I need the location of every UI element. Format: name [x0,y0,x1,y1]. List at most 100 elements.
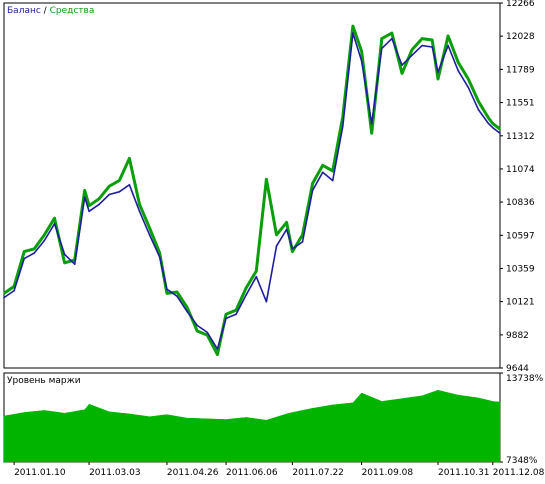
balance-series-line-point [63,253,66,256]
balance-series-line-point [33,252,36,254]
equity-series-line-point [401,72,403,75]
equity-series-line-point [23,250,26,253]
y-tick-label: 11551 [506,99,535,109]
balance-series-line-point [331,179,334,182]
equity-series-line-point [499,128,501,130]
equity-series-line-point [457,61,460,64]
balance-series-line-point [342,125,344,128]
balance-series-line-point [401,64,403,66]
equity-series-line-point [176,291,178,293]
balance-series-line-point [108,193,111,196]
legend-equity-label: Средства [49,6,95,16]
equity-series-line-point [245,287,247,289]
equity-series-line-point [3,292,5,295]
balance-series-line-point [457,69,460,72]
balance-series-line-point [301,241,304,243]
y-tick-label: 10836 [506,198,535,208]
balance-series-line-point [176,295,178,298]
equity-series-line-point [63,262,66,264]
balance-series-line-point [421,44,423,47]
equity-series-line-point [206,334,209,336]
balance-series-line-point [437,71,439,73]
equity-series-line [3,24,501,357]
equity-series-line-point [352,25,354,27]
equity-series-line-point [265,178,268,180]
y-tick-label: 11312 [506,132,535,142]
y-tick-label: 10121 [506,298,535,308]
equity-series-line-point [411,49,413,51]
equity-series-line-point [83,189,86,192]
balance-series-line-point [499,132,501,135]
balance-series-line-point [477,108,480,111]
balance-series-line-point [255,275,258,278]
equity-series-line-point [98,197,100,200]
equity-series-line-point [467,78,470,80]
y-tick-label: 9644 [506,364,529,374]
equity-series-line-point [381,37,383,40]
balance-series-line-point [291,248,294,250]
equity-series-line-point [53,217,56,219]
equity-series-line-point [285,221,288,224]
balance-series-line-point [3,296,5,299]
margin-y-tick-label: 7348% [506,456,538,466]
legend-separator: / [43,6,47,16]
y-tick-label: 9882 [506,331,529,341]
equity-series-line-point [33,248,36,250]
equity-series-line-point [331,170,334,172]
equity-series-line-point [166,292,168,295]
equity-series-line-point [255,270,258,272]
balance-series-line-point [83,196,86,199]
balance-series-line-point [23,257,26,260]
balance-series-line-point [216,348,219,350]
equity-series-line-point [275,234,278,236]
balance-series-line-point [53,223,56,225]
balance-series-line-point [166,288,168,291]
balance-series-line-point [245,294,247,296]
equity-series-line-point [370,132,373,135]
balance-series-line-point [447,44,449,47]
equity-series-line-point [186,306,188,309]
balance-series-line-point [13,289,15,292]
balance-series-line-point [158,256,161,259]
balance-series-line-point [285,228,288,231]
x-tick-label: 2011.03.03 [89,468,141,478]
x-tick-label: 2011.04.26 [167,468,219,478]
balance-series-line-point [352,32,354,34]
y-tick-label: 12266 [506,0,535,9]
balance-series-line-point [148,234,151,236]
y-tick-label: 12028 [506,32,535,42]
main-panel-frame [3,2,501,369]
equity-series-line-point [196,330,198,332]
balance-series-line-point [411,54,413,57]
equity-series-line-point [158,252,161,254]
y-tick-label: 10359 [506,264,535,274]
balance-series-line-point [206,331,209,334]
equity-series-line-point [128,157,131,160]
x-tick-label: 2011.01.10 [14,468,66,478]
equity-series-line-point [447,35,449,37]
balance-series-line-point [275,245,278,247]
equity-series-line-point [421,37,423,40]
balance-series-line-point [138,210,141,213]
balance-series-line-point [381,47,383,50]
x-tick-label: 2011.07.22 [292,468,344,478]
equity-series-line-point [235,309,237,311]
equity-series-line-point [487,117,490,119]
equity-series-line-point [43,234,46,236]
legend-balance-label: Баланс [7,6,41,16]
balance-series-line [3,32,501,350]
x-tick-label: 2011.09.08 [362,468,414,478]
balance-series-line-point [487,122,490,125]
balance-series-line-point [360,60,363,62]
balance-series-line-point [492,126,494,129]
equity-series-line-point [301,234,304,236]
equity-series-line-point [321,164,324,167]
equity-series-line-point [88,204,90,207]
margin-y-tick-label: 13738% [506,374,544,384]
balance-series-line-point [43,239,46,242]
equity-series-line-point [291,250,294,253]
balance-series-line-point [73,263,76,266]
x-tick-label: 2011.06.06 [226,468,278,478]
margin-panel-title: Уровень маржи [7,376,81,386]
